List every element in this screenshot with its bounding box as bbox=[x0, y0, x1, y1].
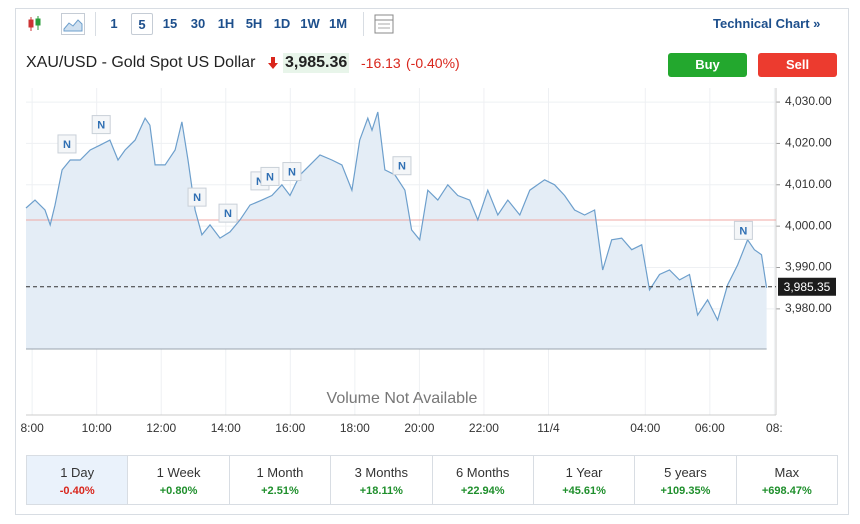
instrument-name: XAU/USD - Gold Spot US Dollar bbox=[26, 54, 256, 71]
price: 3,985.36 bbox=[283, 53, 350, 73]
interval-button[interactable]: 1 bbox=[110, 16, 118, 31]
area bbox=[26, 112, 767, 349]
y-tick-label: 4,030.00 bbox=[785, 94, 832, 108]
period-name: 1 Year bbox=[565, 465, 603, 480]
period-cell[interactable]: 6 Months +22.94% bbox=[433, 456, 534, 504]
news-marker[interactable] bbox=[91, 115, 111, 135]
x-tick-label: 11/4 bbox=[537, 421, 560, 435]
x-tick-label: 08: bbox=[766, 421, 783, 435]
period-change: +698.47% bbox=[761, 485, 812, 497]
separator bbox=[363, 12, 364, 36]
period-change: +109.35% bbox=[660, 485, 711, 497]
news-marker[interactable] bbox=[392, 156, 412, 176]
period-name: 5 years bbox=[664, 465, 707, 480]
interval-button[interactable]: 5 bbox=[131, 13, 153, 35]
interval-button[interactable]: 5H bbox=[245, 16, 263, 31]
period-change: +18.11% bbox=[359, 485, 403, 497]
y-tick-label: 3,990.00 bbox=[785, 260, 832, 274]
chart: 8:00 10:00 12:00 14:00 16:00 18:00 20:00 22:00 1… bbox=[20, 88, 836, 435]
period-change: +22.94% bbox=[460, 485, 505, 497]
x-tick-label: 22:00 bbox=[469, 421, 499, 435]
down-arrow bbox=[268, 57, 278, 69]
news-marker-label: N bbox=[193, 192, 201, 204]
change: -16.13 bbox=[361, 55, 401, 71]
period-change: -0.40% bbox=[59, 485, 95, 497]
period-name: 3 Months bbox=[354, 465, 409, 480]
news-marker[interactable] bbox=[218, 203, 238, 223]
interval-button[interactable]: 1W bbox=[300, 16, 320, 31]
x-tick-label: 18:00 bbox=[340, 421, 370, 435]
interval-button[interactable]: 1M bbox=[328, 16, 348, 31]
technical-chart-link[interactable]: Technical Chart » bbox=[713, 16, 821, 31]
x-tick-label: 20:00 bbox=[404, 421, 434, 435]
area-icon[interactable] bbox=[61, 13, 85, 35]
period-cell[interactable]: 1 Day -0.40% bbox=[27, 456, 129, 504]
news-marker-label: N bbox=[739, 225, 747, 237]
separator bbox=[95, 12, 96, 36]
change-percent: (-0.40%) bbox=[406, 55, 460, 71]
period-name: Max bbox=[774, 465, 800, 480]
sell-button[interactable]: Sell bbox=[758, 53, 837, 77]
interval-button[interactable]: 15 bbox=[162, 16, 178, 31]
news-marker-label: N bbox=[398, 161, 406, 173]
news-marker-label: N bbox=[288, 166, 296, 178]
y-tick-label: 4,020.00 bbox=[785, 136, 832, 150]
y-tick-label: 4,000.00 bbox=[785, 218, 832, 232]
news-marker[interactable] bbox=[282, 162, 302, 182]
interval-button[interactable]: 30 bbox=[190, 16, 206, 31]
x-tick-label: 10:00 bbox=[82, 421, 112, 435]
x-tick-label: 16:00 bbox=[275, 421, 305, 435]
period-table: 1 Day -0.40% 1 Week +0.80% 1 Month +2.51% 3 Mo… bbox=[26, 455, 838, 505]
buy-button[interactable]: Buy bbox=[668, 53, 747, 77]
period-change: +0.80% bbox=[159, 485, 198, 497]
period-change: +45.61% bbox=[562, 485, 606, 497]
news-marker-label: N bbox=[266, 171, 274, 183]
news-marker-label: N bbox=[224, 208, 232, 220]
price-line bbox=[25, 111, 768, 322]
table-icon[interactable] bbox=[374, 14, 394, 34]
news-marker[interactable] bbox=[57, 134, 77, 154]
x-tick-label: 04:00 bbox=[630, 421, 660, 435]
period-cell[interactable]: 1 Year +45.61% bbox=[534, 456, 636, 504]
widget-frame bbox=[15, 8, 849, 515]
period-name: 1 Day bbox=[60, 465, 95, 480]
interval-button[interactable]: 1D bbox=[273, 16, 291, 31]
interval-button[interactable]: 1H bbox=[217, 16, 235, 31]
news-marker[interactable] bbox=[187, 187, 207, 207]
period-cell[interactable]: Max +698.47% bbox=[737, 456, 837, 504]
period-cell[interactable]: 3 Months +18.11% bbox=[331, 456, 433, 504]
period-name: 1 Week bbox=[156, 465, 201, 480]
period-name: 1 Month bbox=[256, 465, 304, 480]
period-cell[interactable]: 1 Month +2.51% bbox=[230, 456, 332, 504]
volume-note: Volume Not Available bbox=[327, 390, 478, 407]
period-change: +2.51% bbox=[261, 485, 299, 497]
news-marker-label: N bbox=[97, 119, 105, 131]
period-cell[interactable]: 5 years +109.35% bbox=[635, 456, 737, 504]
x-tick-label: 14:00 bbox=[211, 421, 241, 435]
news-marker[interactable] bbox=[733, 220, 753, 240]
news-marker-label: N bbox=[256, 176, 264, 188]
period-cell[interactable]: 1 Week +0.80% bbox=[128, 456, 230, 504]
y-tick-label: 3,980.00 bbox=[785, 301, 832, 315]
candle-icon[interactable] bbox=[28, 14, 44, 34]
current-price-tag bbox=[778, 277, 836, 296]
period-name: 6 Months bbox=[455, 465, 510, 480]
news-marker[interactable] bbox=[260, 166, 280, 186]
x-tick-label: 8:00 bbox=[20, 421, 44, 435]
x-tick-label: 12:00 bbox=[146, 421, 176, 435]
y-tick-label: 4,010.00 bbox=[785, 177, 832, 191]
news-marker-label: N bbox=[63, 139, 71, 151]
x-tick-label: 06:00 bbox=[695, 421, 725, 435]
current-price-label: 3,985.35 bbox=[784, 280, 831, 294]
